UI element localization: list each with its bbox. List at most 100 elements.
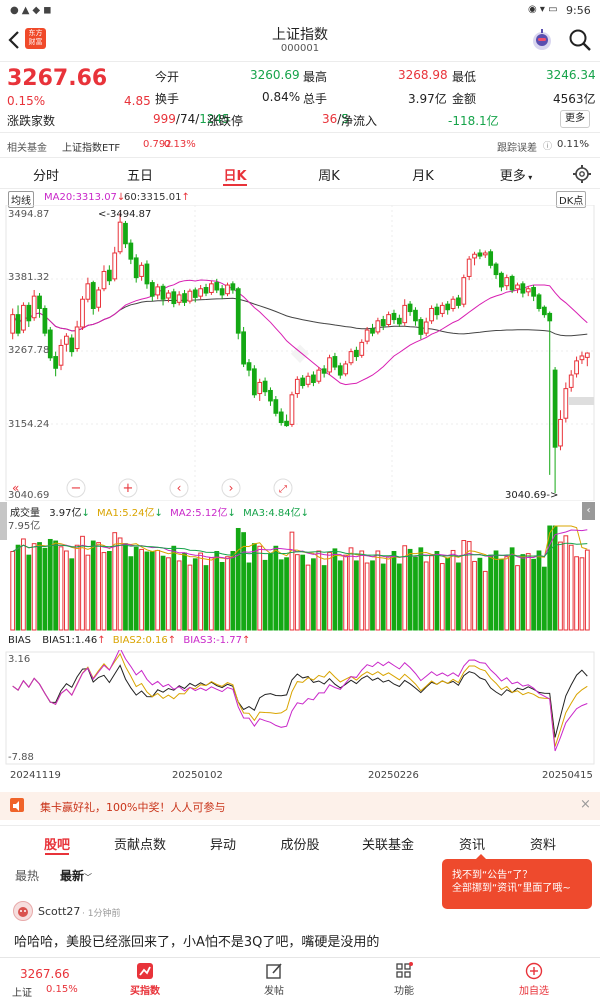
candle-body [418,319,424,335]
slash-2: / [195,112,200,126]
ma-selector[interactable]: 均线 [8,191,34,208]
volume-bar [85,554,91,631]
scroll-left-button[interactable]: ‹ [169,478,189,498]
candle-body [439,304,445,314]
time-gridlines [194,205,393,501]
more-button[interactable]: 更多 [560,110,590,128]
candle [375,317,381,335]
candle [74,320,80,352]
settings-icon[interactable] [572,164,592,184]
candle-body [316,369,322,382]
zoom-out-button[interactable]: − [66,478,86,498]
close-icon[interactable]: × [580,797,591,812]
candle-body [525,288,531,293]
volume-bar [64,550,69,631]
tab-daily-k[interactable]: 日K [223,169,247,184]
left-panel-handle[interactable] [0,502,7,540]
promo-banner[interactable]: 集卡赢好礼，100%中奖！人人可参与 × [0,792,600,820]
volume-bar [579,557,585,631]
dk-point-button[interactable]: DK点 [556,191,587,208]
tab-monthly-k[interactable]: 月K [412,169,434,184]
nav-buy-index[interactable]: 买指数 [110,962,180,997]
nav-functions[interactable]: 功能 [369,962,439,997]
slash-3: / [337,112,342,126]
volume-bar [198,552,204,631]
sort-new[interactable]: 最新﹀ [60,867,92,884]
post-time: · 1分钟前 [82,906,120,919]
tab-news[interactable]: 资讯 [458,838,486,853]
candle-body [209,283,214,293]
sort-hot[interactable]: 最热 [15,869,40,883]
volume-bar [106,551,112,631]
tab-five-day[interactable]: 五日 [126,169,154,184]
candle-body [370,328,375,334]
tab-related-funds[interactable]: 关联基金 [361,838,415,853]
zoom-out-icon: − [71,481,82,496]
tab-constituents[interactable]: 成份股 [280,838,320,853]
news-tooltip[interactable]: 找不到“公告”了？ 全部挪到“资讯”里面了哦~ [442,854,592,909]
notification-icons: ●▲◆◼ [10,5,55,16]
app-logo[interactable]: 东方 财富 [25,28,46,49]
bias-chart[interactable]: 3.16 -7.88 20241119 20250102 20250226 20… [0,650,600,782]
panel-collapse-icon[interactable]: ‹ [582,502,595,520]
candle-body [182,293,187,303]
back-icon[interactable] [4,26,24,54]
candle-body [278,411,284,424]
tab-guba[interactable]: 股吧 [43,838,71,853]
stat-value-high: 3268.98 [398,68,448,82]
tab-profile[interactable]: 资料 [529,838,557,853]
volume-bar [332,548,338,631]
volume-chart[interactable]: 7.95亿 [0,518,600,631]
zoom-in-button[interactable]: + [118,478,138,498]
volume-bar [80,535,85,631]
active-tab-underline [223,184,247,186]
date-label-4: 20250415 [542,770,593,781]
candle [574,356,579,378]
robot-assistant-icon[interactable] [530,28,554,52]
candle-body [53,356,59,369]
promo-text: 集卡赢好礼，100%中奖！人人可参与 [40,801,226,814]
candle [305,372,311,388]
limit-values: 36/5 [322,112,349,126]
candle [10,308,16,340]
scroll-right-button[interactable]: › [221,478,241,498]
candle [284,414,289,427]
user-avatar[interactable] [13,901,33,921]
related-fund-name[interactable]: 上证指数ETF [62,143,121,154]
candle [499,271,504,292]
tab-intraday[interactable]: 分时 [32,169,60,184]
nav-post[interactable]: 发帖 [239,962,309,997]
divider [0,157,600,158]
candle-body [520,283,526,294]
volume-bar [289,531,295,631]
candle-body [364,329,370,342]
candle [396,314,402,327]
tab-movement[interactable]: 异动 [209,838,237,853]
candle [176,291,182,306]
candle-body [300,377,306,387]
rewind-icon[interactable]: « [12,481,19,495]
chevron-right-icon[interactable]: › [586,140,590,151]
candlestick-chart[interactable]: ◆ 3494.87 3381.32 3267.78 3154.24 3040.6… [0,205,600,501]
candle-body [284,420,289,427]
candle [316,367,322,384]
nav-add-watchlist[interactable]: 加自选 [499,962,569,997]
fullscreen-button[interactable]: ⤢ [273,478,293,498]
tab-more[interactable]: 更多 ▾ [500,165,533,184]
candle [171,288,177,308]
sort-new-label: 最新 [60,869,85,883]
post-text[interactable]: 哈哈哈，美股已经涨回来了，小A怕不是3Q了吧，嘴硬是没用的 [14,935,380,950]
mini-pct: 0.15% [46,984,78,995]
candle [144,260,150,289]
tab-weekly-k[interactable]: 周K [318,169,340,184]
candle-body [128,242,134,260]
tooltip-arrow [476,854,486,859]
search-icon[interactable] [568,28,592,52]
volume-bar [316,550,322,631]
candle [466,256,472,281]
tracking-error-label[interactable]: 跟踪误差 [497,143,537,154]
tab-contribution[interactable]: 贡献点数 [113,838,167,853]
info-icon[interactable]: ⓘ [543,142,553,152]
candle [268,387,273,406]
post-username[interactable]: Scott27 [38,905,81,918]
